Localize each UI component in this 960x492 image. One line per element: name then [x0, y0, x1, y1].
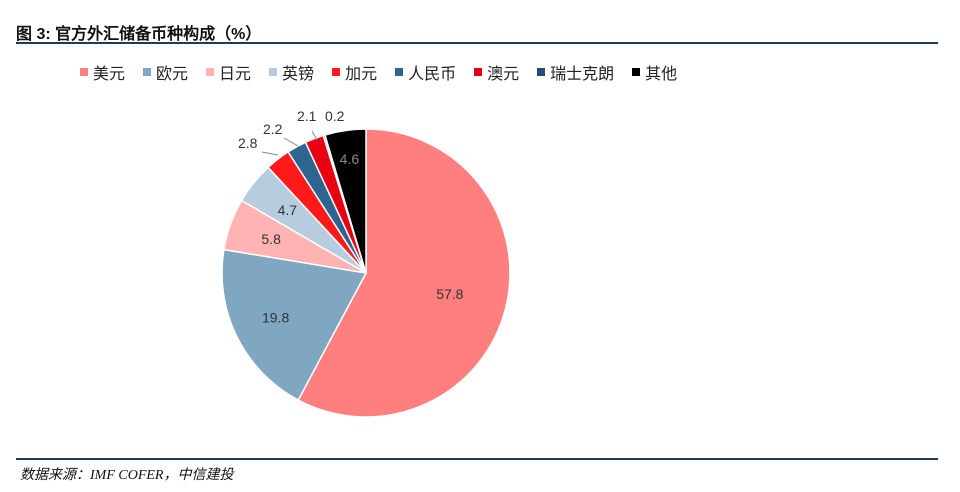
- pie-slice: [324, 128, 367, 274]
- legend-label: 人民币: [408, 66, 457, 83]
- slice-label: 0.2: [325, 108, 345, 124]
- pie-slice: [297, 128, 511, 418]
- legend-label: 英镑: [282, 66, 315, 83]
- legend-item: 美元: [80, 60, 125, 84]
- legend-swatch: [395, 68, 404, 76]
- slice-label: 4.7: [278, 202, 298, 218]
- legend-label: 美元: [93, 66, 126, 83]
- source-note: 数据来源：IMF COFER，中信建投: [20, 468, 234, 483]
- legend-swatch: [537, 68, 546, 76]
- legend-item: 其他: [632, 60, 677, 84]
- leader-line: [283, 137, 299, 147]
- chart-title: 图 3: 官方外汇储备币种构成（%）: [16, 26, 262, 43]
- slice-label: 2.2: [263, 121, 283, 137]
- legend-item: 澳元: [474, 60, 519, 84]
- slice-label: 2.1: [297, 108, 317, 124]
- legend-label: 瑞士克朗: [550, 66, 615, 83]
- slice-label: 4.6: [340, 151, 360, 167]
- legend-label: 其他: [645, 66, 678, 83]
- slice-label: 57.8: [436, 286, 463, 302]
- legend-item: 瑞士克朗: [537, 60, 614, 84]
- legend-swatch: [80, 68, 88, 76]
- legend: 美元 欧元 日元 英镑 加元 人民币 澳元 瑞士克朗 其他: [80, 60, 677, 84]
- legend-item: 日元: [206, 60, 251, 84]
- legend-swatch: [632, 68, 641, 76]
- legend-swatch: [143, 68, 152, 76]
- title-divider: [16, 42, 938, 44]
- legend-label: 欧元: [156, 66, 189, 83]
- leader-line: [261, 151, 279, 156]
- slice-label: 2.8: [238, 135, 258, 151]
- legend-item: 人民币: [395, 60, 456, 84]
- legend-label: 日元: [219, 66, 252, 83]
- legend-label: 澳元: [487, 66, 520, 83]
- legend-swatch: [206, 68, 215, 76]
- slice-label: 5.8: [261, 231, 281, 247]
- legend-swatch: [269, 68, 278, 76]
- legend-label: 加元: [345, 66, 378, 83]
- legend-swatch: [332, 68, 341, 76]
- leader-line: [311, 130, 318, 141]
- legend-item: 英镑: [269, 60, 314, 84]
- slice-label: 19.8: [262, 310, 289, 326]
- footer-divider: [16, 458, 938, 460]
- legend-item: 加元: [332, 60, 377, 84]
- legend-swatch: [474, 68, 483, 76]
- pie-slice: [221, 248, 368, 402]
- legend-item: 欧元: [143, 60, 188, 84]
